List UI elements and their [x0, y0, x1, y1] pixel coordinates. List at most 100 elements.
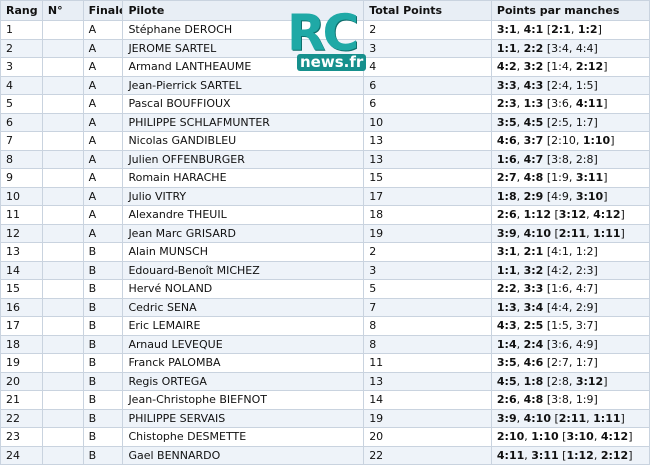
- manche-score-text: ,: [516, 134, 524, 148]
- header-num[interactable]: N°: [41, 0, 84, 21]
- manche-score-bold: 3:4: [523, 300, 544, 314]
- cell-finale: A: [82, 112, 124, 132]
- cell-num: [41, 242, 84, 262]
- manche-score-text: [1:9,: [543, 171, 576, 185]
- cell-pilote: Romain HARACHE: [122, 168, 365, 188]
- cell-finale: B: [82, 242, 124, 262]
- cell-num: [41, 131, 84, 151]
- manche-score-text: [4:1, 1:2]: [543, 245, 598, 259]
- cell-total-points: 13: [363, 131, 492, 151]
- manche-score-text: ]: [620, 208, 625, 222]
- table-row: 4 A Jean-Pierrick SARTEL 6 3:3, 4:3 [2:4, 1:…: [0, 75, 650, 95]
- cell-finale: A: [82, 94, 124, 114]
- manche-score-text: [1:4,: [543, 60, 576, 74]
- manche-score-text: ,: [516, 263, 524, 277]
- cell-finale: A: [82, 57, 124, 77]
- cell-num: [41, 112, 84, 132]
- header-points-par-manches[interactable]: Points par manches: [490, 0, 650, 21]
- cell-total-points: 13: [363, 149, 492, 169]
- manche-score-bold: 4:6: [523, 356, 544, 370]
- cell-finale: B: [82, 334, 124, 354]
- manche-score-bold: 3:3: [523, 282, 544, 296]
- cell-num: [41, 427, 84, 447]
- cell-pilote: Arnaud LEVEQUE: [122, 334, 365, 354]
- cell-points-par-manches: 4:5, 1:8 [2:8, 3:12]: [490, 371, 650, 391]
- table-row: 21 B Jean-Christophe BIEFNOT 14 2:6, 4:8 [3:…: [0, 390, 650, 410]
- cell-total-points: 19: [363, 408, 492, 428]
- manche-score-text: ,: [516, 78, 524, 92]
- cell-points-par-manches: 2:2, 3:3 [1:6, 4:7]: [490, 279, 650, 299]
- manche-score-bold: 1:8: [496, 189, 517, 203]
- manche-score-bold: 4:6: [496, 134, 517, 148]
- cell-points-par-manches: 3:5, 4:5 [2:5, 1:7]: [490, 112, 650, 132]
- table-row: 10 A Julio VITRY 17 1:8, 2:9 [4:9, 3:10]: [0, 186, 650, 206]
- cell-total-points: 8: [363, 334, 492, 354]
- manche-score-text: ,: [516, 60, 524, 74]
- manche-score-text: [2:5, 1:7]: [543, 115, 598, 129]
- manche-score-bold: 4:8: [523, 171, 544, 185]
- cell-num: [41, 334, 84, 354]
- manche-score-bold: 4:1: [523, 23, 544, 37]
- cell-rang: 8: [0, 149, 43, 169]
- manche-score-bold: 1:12: [566, 448, 594, 462]
- header-rang[interactable]: Rang: [0, 0, 43, 21]
- manche-score-bold: 1:3: [496, 300, 517, 314]
- manche-score-bold: 1:2: [577, 23, 598, 37]
- manche-score-bold: 1:6: [496, 152, 517, 166]
- cell-total-points: 11: [363, 353, 492, 373]
- manche-score-bold: 1:11: [593, 226, 621, 240]
- cell-rang: 7: [0, 131, 43, 151]
- cell-rang: 23: [0, 427, 43, 447]
- table-row: 14 B Edouard-Benoît MICHEZ 3 1:1, 3:2 [4:2, …: [0, 260, 650, 280]
- cell-total-points: 13: [363, 371, 492, 391]
- manche-score-text: ]: [628, 430, 633, 444]
- cell-points-par-manches: 1:1, 3:2 [4:2, 2:3]: [490, 260, 650, 280]
- header-finale[interactable]: Finale: [82, 0, 124, 21]
- header-pilote[interactable]: Pilote: [122, 0, 365, 21]
- manche-score-bold: 3:3: [496, 78, 517, 92]
- cell-total-points: 20: [363, 427, 492, 447]
- cell-rang: 14: [0, 260, 43, 280]
- manche-score-text: ,: [586, 208, 594, 222]
- manche-score-text: ,: [516, 171, 524, 185]
- cell-points-par-manches: 4:3, 2:5 [1:5, 3:7]: [490, 316, 650, 336]
- manche-score-text: [2:8,: [543, 374, 576, 388]
- manche-score-text: ,: [516, 226, 524, 240]
- table-row: 8 A Julien OFFENBURGER 13 1:6, 4:7 [3:8, 2:8…: [0, 149, 650, 169]
- cell-total-points: 17: [363, 186, 492, 206]
- manche-score-bold: 2:12: [600, 448, 629, 462]
- manche-score-bold: 2:12: [575, 60, 604, 74]
- cell-points-par-manches: 2:6, 1:12 [3:12, 4:12]: [490, 205, 650, 225]
- manche-score-text: ]: [597, 23, 602, 37]
- manche-score-bold: 1:1: [496, 41, 517, 55]
- cell-pilote: Jean-Christophe BIEFNOT: [122, 390, 365, 410]
- manche-score-text: ,: [516, 41, 524, 55]
- cell-rang: 18: [0, 334, 43, 354]
- cell-pilote: Edouard-Benoît MICHEZ: [122, 260, 365, 280]
- manche-score-text: [4:9,: [543, 189, 576, 203]
- cell-num: [41, 57, 84, 77]
- table-row: 23 B Chistophe DESMETTE 20 2:10, 1:10 [3:10,…: [0, 427, 650, 447]
- manche-score-text: ,: [516, 282, 524, 296]
- manche-score-text: ,: [516, 319, 524, 333]
- cell-finale: B: [82, 260, 124, 280]
- cell-total-points: 19: [363, 223, 492, 243]
- cell-finale: A: [82, 168, 124, 188]
- manche-score-bold: 4:3: [523, 78, 544, 92]
- manche-score-text: ,: [516, 97, 524, 111]
- manche-score-text: ,: [516, 337, 524, 351]
- cell-total-points: 6: [363, 75, 492, 95]
- manche-score-text: ,: [516, 356, 524, 370]
- manche-score-bold: 2:6: [496, 208, 517, 222]
- table-row: 3 A Armand LANTHEAUME 4 4:2, 3:2 [1:4, 2:12]: [0, 57, 650, 77]
- cell-num: [41, 316, 84, 336]
- cell-rang: 19: [0, 353, 43, 373]
- cell-rang: 12: [0, 223, 43, 243]
- manche-score-text: ]: [603, 171, 608, 185]
- table-row: 2 A JEROME SARTEL 3 1:1, 2:2 [3:4, 4:4]: [0, 38, 650, 58]
- cell-points-par-manches: 4:2, 3:2 [1:4, 2:12]: [490, 57, 650, 77]
- manche-score-bold: 3:5: [496, 115, 517, 129]
- cell-pilote: JEROME SARTEL: [122, 38, 365, 58]
- manche-score-bold: 4:3: [496, 319, 517, 333]
- header-total-points[interactable]: Total Points: [363, 0, 492, 21]
